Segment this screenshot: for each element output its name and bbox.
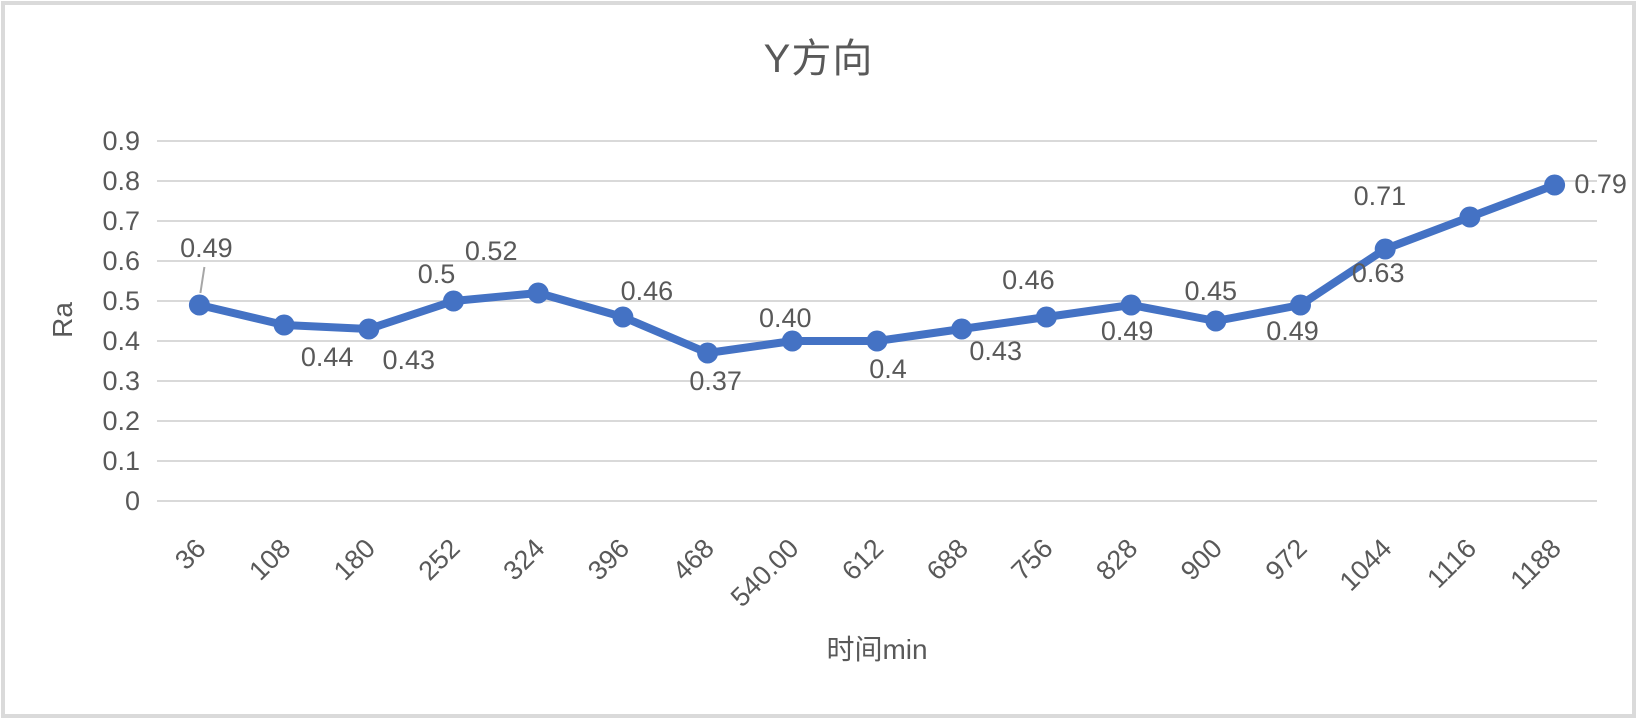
x-axis-title: 时间min [826, 634, 928, 665]
x-tick-label: 828 [1090, 533, 1143, 586]
y-tick-label: 0.7 [102, 206, 140, 236]
x-tick-label: 108 [243, 533, 296, 586]
y-tick-label: 0.6 [102, 246, 140, 276]
data-point-marker [1205, 310, 1227, 332]
data-label: 0.46 [621, 276, 674, 306]
chart-title: Y方向 [763, 37, 874, 81]
data-label: 0.45 [1185, 276, 1238, 306]
data-label: 0.79 [1574, 169, 1627, 199]
x-tick-label: 900 [1175, 533, 1228, 586]
data-label: 0.52 [465, 236, 518, 266]
x-tick-label: 1044 [1334, 533, 1398, 597]
data-label: 0.49 [1101, 316, 1154, 346]
data-point-marker [358, 318, 380, 340]
y-axis-title: Ra [47, 302, 78, 338]
y-tick-label: 0 [125, 486, 140, 516]
x-tick-label: 36 [169, 533, 211, 575]
y-tick-label: 0.3 [102, 366, 140, 396]
x-tick-label: 756 [1006, 533, 1059, 586]
y-tick-label: 0.8 [102, 166, 140, 196]
x-tick-label: 972 [1260, 533, 1313, 586]
x-tick-label: 324 [497, 533, 550, 586]
data-point-marker [527, 282, 549, 304]
x-tick-label: 468 [667, 533, 720, 586]
data-point-marker [1374, 238, 1396, 260]
data-label: 0.43 [383, 345, 436, 375]
x-tick-label: 180 [328, 533, 381, 586]
data-point-marker [1459, 206, 1481, 228]
x-tick-label: 252 [413, 533, 466, 586]
data-point-marker [1120, 294, 1142, 316]
data-point-marker [273, 314, 295, 336]
data-point-marker [188, 294, 210, 316]
y-tick-label: 0.9 [102, 126, 140, 156]
x-tick-label: 688 [921, 533, 974, 586]
y-tick-label: 0.5 [102, 286, 140, 316]
data-label: 0.5 [418, 259, 456, 289]
data-point-marker [1544, 174, 1566, 196]
x-tick-label: 1188 [1505, 533, 1567, 595]
data-label: 0.71 [1354, 181, 1407, 211]
data-label: 0.43 [969, 336, 1022, 366]
data-point-marker [1290, 294, 1311, 316]
data-label-leader-line [199, 266, 206, 294]
x-tick-label: 540.00 [725, 533, 805, 613]
data-point-marker [443, 290, 464, 312]
data-label: 0.37 [689, 366, 742, 396]
data-label: 0.44 [301, 342, 354, 372]
data-label: 0.63 [1352, 258, 1405, 288]
y-tick-label: 0.2 [102, 406, 140, 436]
data-label: 0.49 [1266, 316, 1319, 346]
y-tick-label: 0.1 [102, 446, 140, 476]
data-point-marker [612, 306, 634, 328]
data-label: 0.40 [759, 303, 812, 333]
data-point-marker [781, 330, 803, 352]
y-tick-label: 0.4 [102, 326, 140, 356]
data-label: 0.46 [1002, 265, 1055, 295]
x-tick-label: 396 [582, 533, 635, 586]
data-point-marker [951, 318, 973, 340]
data-label: 0.49 [180, 233, 233, 263]
x-tick-label: 1116 [1421, 533, 1482, 594]
data-point-marker [697, 342, 719, 364]
data-label: 0.4 [869, 354, 907, 384]
data-point-marker [866, 330, 888, 352]
data-point-marker [1035, 306, 1057, 328]
x-tick-label: 612 [836, 533, 889, 586]
